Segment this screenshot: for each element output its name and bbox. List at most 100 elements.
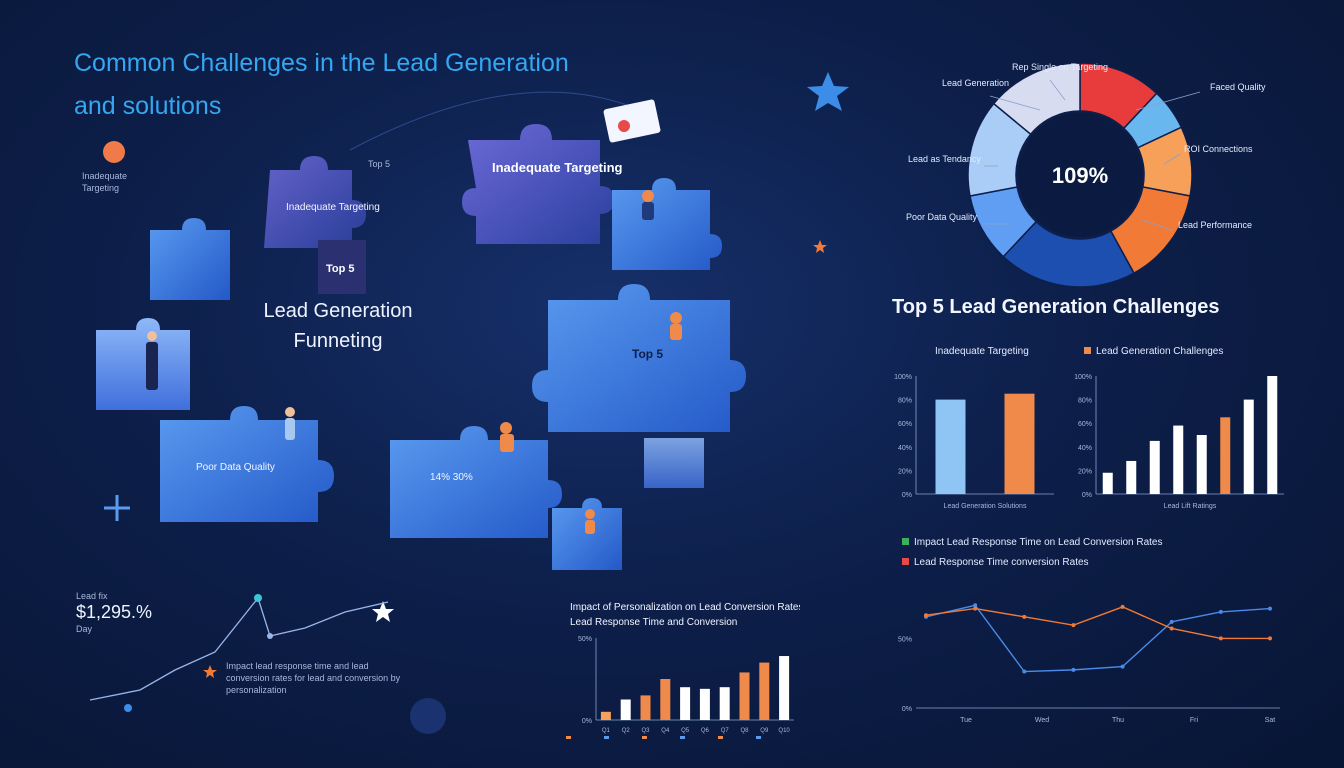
globe-icon [410,698,446,734]
x-tick-label: Q7 [721,728,730,734]
bar [739,672,750,720]
bar [1220,417,1231,494]
puzzle-piece-left-mid [96,318,190,410]
bar [660,679,671,720]
y-tick-label: 100% [894,374,912,381]
lead-gen-line-1: Lead Generation [263,300,413,322]
metric-label: Lead fix [76,591,108,601]
puzzle-illustration: Inadequate Targeting Top 5 Inadequate Ta… [89,72,849,734]
piece-label-top5: Top 5 [326,263,355,275]
lead-generation-funnel-label: Lead Generation Funneting [250,296,426,356]
y-tick-label: 100% [1074,374,1092,381]
x-axis-label: Lead Lift Ratings [1164,503,1217,510]
y-tick-label: 0% [1082,492,1092,499]
metric-value: $1,295.% [76,602,153,623]
page-title: Common Challenges in the Lead Generation… [74,42,634,127]
series-point [1268,606,1272,611]
legend-label: Impact Lead Response Time on Lead Conver… [914,537,1162,548]
x-axis-label: Lead Generation Solutions [944,503,1027,510]
donut-callout-label: Rep Single on Targeting [1012,62,1108,72]
x-tick-label: Q2 [622,728,631,734]
series-point [1218,609,1223,614]
callout-line [989,95,1041,111]
x-tick-label: Fri [1190,717,1199,724]
trend-point [124,704,132,712]
bar [719,687,730,720]
series-point [1268,636,1272,641]
metric-block: Lead fix $1,295.% Day [76,590,152,635]
star-icon-white [372,601,394,622]
puzzle-piece-person [612,178,722,270]
right-section-title: Top 5 Lead Generation Challenges [892,296,1220,318]
donut-callout-label: Faced Quality [1210,82,1266,92]
trend-point [254,594,262,602]
puzzle-piece-14pct [390,426,562,538]
legend-label: Lead Response Time conversion Rates [914,557,1089,568]
x-tick-label: Q5 [681,728,690,734]
legend-swatch [756,736,761,739]
bottom-note: Impact lead response time and lead conve… [226,661,401,696]
series-line [925,604,1271,673]
series-point [1022,614,1027,619]
y-tick-label: 40% [1078,445,1092,452]
piece-label-poor-quality: Poor Data Quality [196,462,275,473]
puzzle-piece-targeting-large [462,124,614,244]
donut-callout-label: ROI Connections [1184,144,1253,154]
bar [1102,472,1113,494]
bar [680,687,691,720]
series-point [1120,664,1125,669]
star-icon [807,72,849,111]
lead-gen-line-2: Funneting [293,330,383,352]
y-tick-label: 80% [1078,398,1092,405]
series-point [924,613,928,618]
legend-label: Inadequate Targeting [935,346,1029,357]
donut-center-label: 109% [1052,163,1108,188]
bar [1126,460,1137,494]
callout-line [1049,79,1066,101]
orange-sphere-icon [103,141,125,163]
title-line-1: Common Challenges in the Lead Generation [74,49,569,77]
y-tick-label: 50% [578,636,592,643]
x-tick-label: Q3 [641,728,650,734]
series-point [1169,619,1174,624]
piece-label-top5-center: Top 5 [632,347,663,361]
series-point [973,603,978,608]
y-tick-label: 0% [902,492,912,499]
bar [759,662,770,720]
bar [1173,425,1184,494]
y-tick-label: 60% [1078,421,1092,428]
bar [699,688,710,720]
y-tick-label: 50% [898,636,912,643]
series-point [1120,604,1125,609]
metric-sub: Day [76,624,93,635]
puzzle-piece-right-small [644,438,704,488]
y-tick-label: 40% [898,445,912,452]
whiteboard-icon [603,99,661,143]
star-icon-orange [203,665,217,678]
y-tick-label: 60% [898,421,912,428]
y-tick-label: 20% [898,468,912,475]
bar [1243,399,1254,494]
legend-swatch [566,736,571,739]
bar [1149,440,1160,494]
series-point [1022,669,1027,674]
bar-chart-targeting: Inadequate Targeting 0% 20% 40% 60% 80% 100% Le… [894,346,1054,510]
bar [1004,393,1035,494]
bar [600,711,611,720]
puzzle-piece-bottom-small [552,498,622,570]
callout-line [1135,91,1201,111]
series-line [925,606,1270,640]
bar [779,656,790,720]
y-tick-label: 0% [902,706,912,713]
legend-swatch [1084,347,1091,354]
bar [1267,376,1278,494]
series-point [1169,626,1174,631]
note-targeting: Top 5 [368,159,391,169]
x-tick-label: Q6 [701,728,710,734]
bar [620,699,631,720]
donut-hole [1018,113,1142,237]
donut-callout-label: Poor Data Quality [906,212,978,222]
donut-callout-label: Lead Generation [942,78,1009,88]
y-tick-label: 80% [898,398,912,405]
